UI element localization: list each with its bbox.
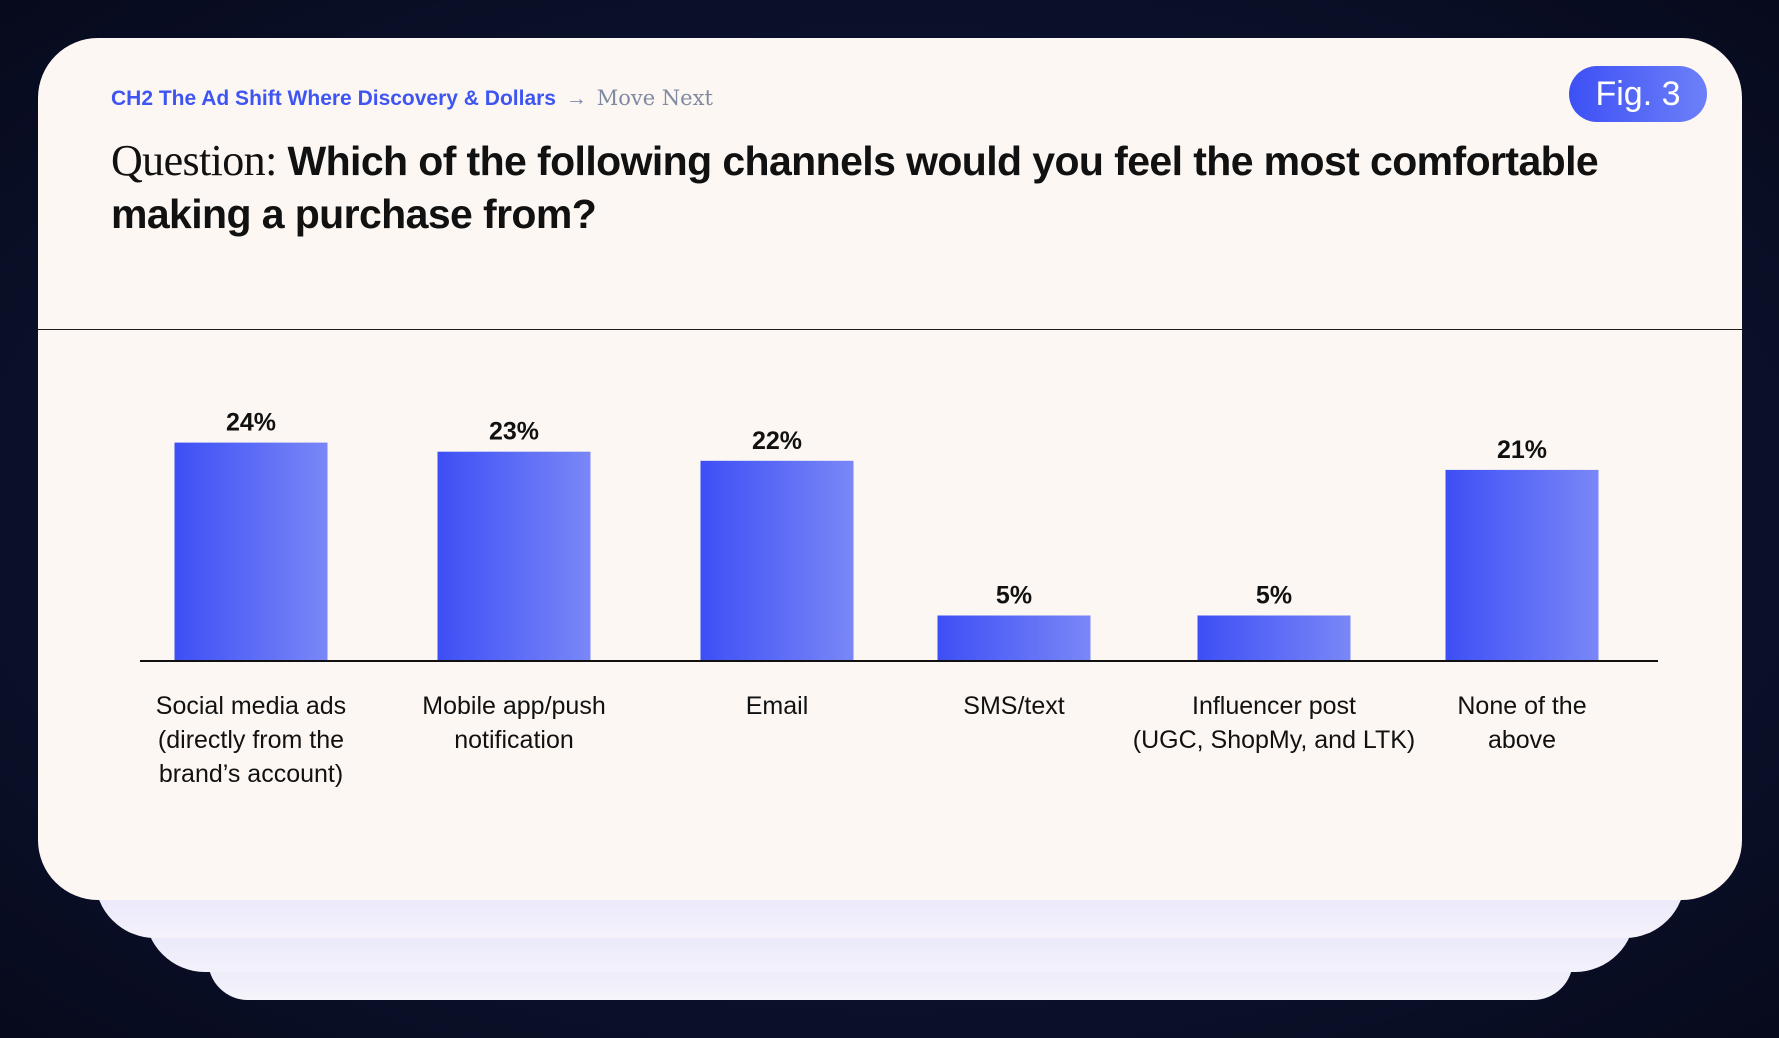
question-prefix: Question:: [111, 136, 277, 185]
bar-value-label-4: 5%: [1256, 582, 1292, 610]
category-label-line: Social media ads: [156, 692, 346, 720]
breadcrumb-next[interactable]: Move Next: [596, 86, 713, 110]
category-label-1: Mobile app/push notification: [422, 692, 605, 754]
category-label-line: brand’s account): [159, 760, 343, 788]
arrow-right-icon: →: [565, 87, 587, 110]
breadcrumb: CH2 The Ad Shift Where Discovery & Dolla…: [111, 86, 713, 111]
category-label-line: SMS/text: [963, 692, 1064, 720]
category-label-line: Influencer post: [1192, 692, 1356, 720]
category-label-line: Mobile app/push: [422, 692, 605, 720]
category-label-5: None of the above: [1457, 692, 1586, 754]
category-label-2: Email: [746, 692, 809, 720]
header-divider: [38, 329, 1742, 330]
bar-5: [1445, 469, 1599, 661]
category-label-line: None of the: [1457, 692, 1586, 720]
category-label-line: (UGC, ShopMy, and LTK): [1133, 726, 1416, 754]
category-label-line: above: [1488, 726, 1556, 754]
card-header: CH2 The Ad Shift Where Discovery & Dolla…: [38, 38, 1742, 328]
bar-chart: 24% Social media ads (directly from the bra…: [140, 409, 1658, 788]
bar-4: [1197, 615, 1351, 661]
bar-0: [174, 442, 328, 661]
bar-3: [937, 615, 1091, 661]
breadcrumb-chapter[interactable]: CH2 The Ad Shift Where Discovery & Dolla…: [111, 87, 556, 110]
category-label-line: (directly from the: [158, 726, 344, 754]
question-heading: Question: Which of the following channel…: [111, 134, 1671, 241]
figure-card: CH2 The Ad Shift Where Discovery & Dolla…: [38, 38, 1742, 900]
bar-2: [700, 460, 854, 661]
bar-value-label-3: 5%: [996, 582, 1032, 610]
category-label-4: Influencer post (UGC, ShopMy, and LTK): [1133, 692, 1416, 754]
bar-value-label-5: 21%: [1497, 436, 1547, 464]
question-text: Which of the following channels would yo…: [111, 138, 1599, 237]
bar-value-label-2: 22%: [752, 427, 802, 455]
figure-badge: Fig. 3: [1569, 66, 1707, 122]
category-label-line: Email: [746, 692, 809, 720]
bar-value-label-1: 23%: [489, 418, 539, 446]
bar-value-label-0: 24%: [226, 409, 276, 437]
category-label-0: Social media ads (directly from the brand’…: [156, 692, 346, 788]
category-label-3: SMS/text: [963, 692, 1064, 720]
chart-area: 24% Social media ads (directly from the bra…: [38, 331, 1742, 900]
category-label-line: notification: [454, 726, 574, 754]
bar-1: [437, 451, 591, 661]
